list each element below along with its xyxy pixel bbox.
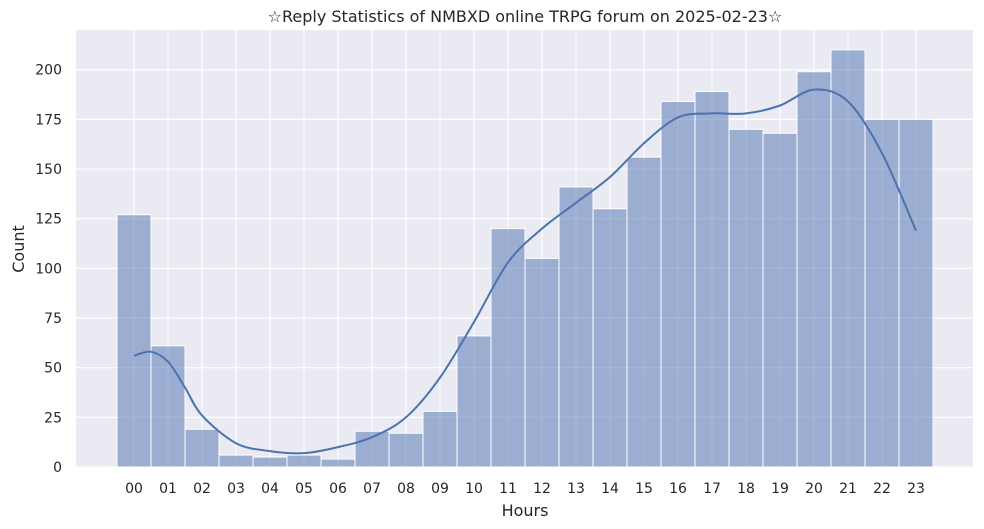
bar-hour-19 <box>762 132 798 468</box>
x-tick-label: 10 <box>465 481 483 497</box>
bar-hour-03 <box>218 454 254 468</box>
x-tick-label: 14 <box>601 481 619 497</box>
x-tick-label: 07 <box>363 481 381 497</box>
x-tick-label: 01 <box>159 481 177 497</box>
bar-hour-00 <box>116 214 152 468</box>
bar-hour-10 <box>456 335 492 468</box>
bar-hour-01 <box>150 345 186 468</box>
bar-hour-08 <box>388 432 424 468</box>
x-tick-label: 22 <box>873 481 891 497</box>
x-tick-label: 09 <box>431 481 449 497</box>
bars <box>116 49 934 468</box>
bar-hour-16 <box>660 101 696 468</box>
y-tick-label: 200 <box>35 63 62 79</box>
y-tick-label: 175 <box>35 112 62 128</box>
x-tick-label: 11 <box>499 481 517 497</box>
bar-hour-23 <box>898 118 934 468</box>
x-tick-label: 02 <box>193 481 211 497</box>
x-tick-label: 03 <box>227 481 245 497</box>
x-axis-label: Hours <box>502 501 549 520</box>
bar-hour-11 <box>490 228 526 468</box>
bar-hour-22 <box>864 118 900 468</box>
bar-hour-06 <box>320 458 356 468</box>
y-tick-label: 125 <box>35 212 62 228</box>
x-tick-label: 16 <box>669 481 687 497</box>
x-tick-label: 08 <box>397 481 415 497</box>
bar-hour-15 <box>626 156 662 468</box>
x-tick-label: 18 <box>737 481 755 497</box>
y-ticks: 0 25 50 75 100 125 150 175 200 <box>35 63 62 476</box>
kde-line <box>133 88 917 455</box>
x-tick-label: 15 <box>635 481 653 497</box>
x-tick-label: 04 <box>261 481 279 497</box>
bar-hour-13 <box>558 186 594 468</box>
y-tick-label: 75 <box>44 311 62 327</box>
y-axis-label: Count <box>9 225 28 273</box>
y-tick-label: 50 <box>44 361 62 377</box>
bar-hour-05 <box>286 454 322 468</box>
y-tick-label: 25 <box>44 410 62 426</box>
bar-hour-14 <box>592 208 628 468</box>
x-tick-label: 23 <box>907 481 925 497</box>
x-tick-label: 12 <box>533 481 551 497</box>
x-tick-label: 06 <box>329 481 347 497</box>
x-tick-label: 13 <box>567 481 585 497</box>
y-tick-label: 0 <box>53 460 62 476</box>
y-tick-label: 150 <box>35 162 62 178</box>
x-tick-label: 00 <box>125 481 143 497</box>
x-tick-label: 20 <box>805 481 823 497</box>
chart-title: ☆Reply Statistics of NMBXD online TRPG f… <box>268 7 783 26</box>
x-tick-label: 21 <box>839 481 857 497</box>
bar-hour-20 <box>796 71 832 468</box>
bar-hour-17 <box>694 91 730 468</box>
bar-hour-12 <box>524 257 560 468</box>
bar-hour-02 <box>184 428 220 468</box>
bar-hour-09 <box>422 410 458 468</box>
bar-hour-04 <box>252 456 288 468</box>
x-ticks: 00 01 02 03 04 05 06 07 08 09 10 11 12 13 14 15 16 17 18 19… <box>125 481 925 497</box>
x-tick-label: 17 <box>703 481 721 497</box>
x-tick-label: 05 <box>295 481 313 497</box>
y-tick-label: 100 <box>35 261 62 277</box>
bar-hour-21 <box>830 49 866 468</box>
x-tick-label: 19 <box>771 481 789 497</box>
bar-hour-18 <box>728 128 764 468</box>
